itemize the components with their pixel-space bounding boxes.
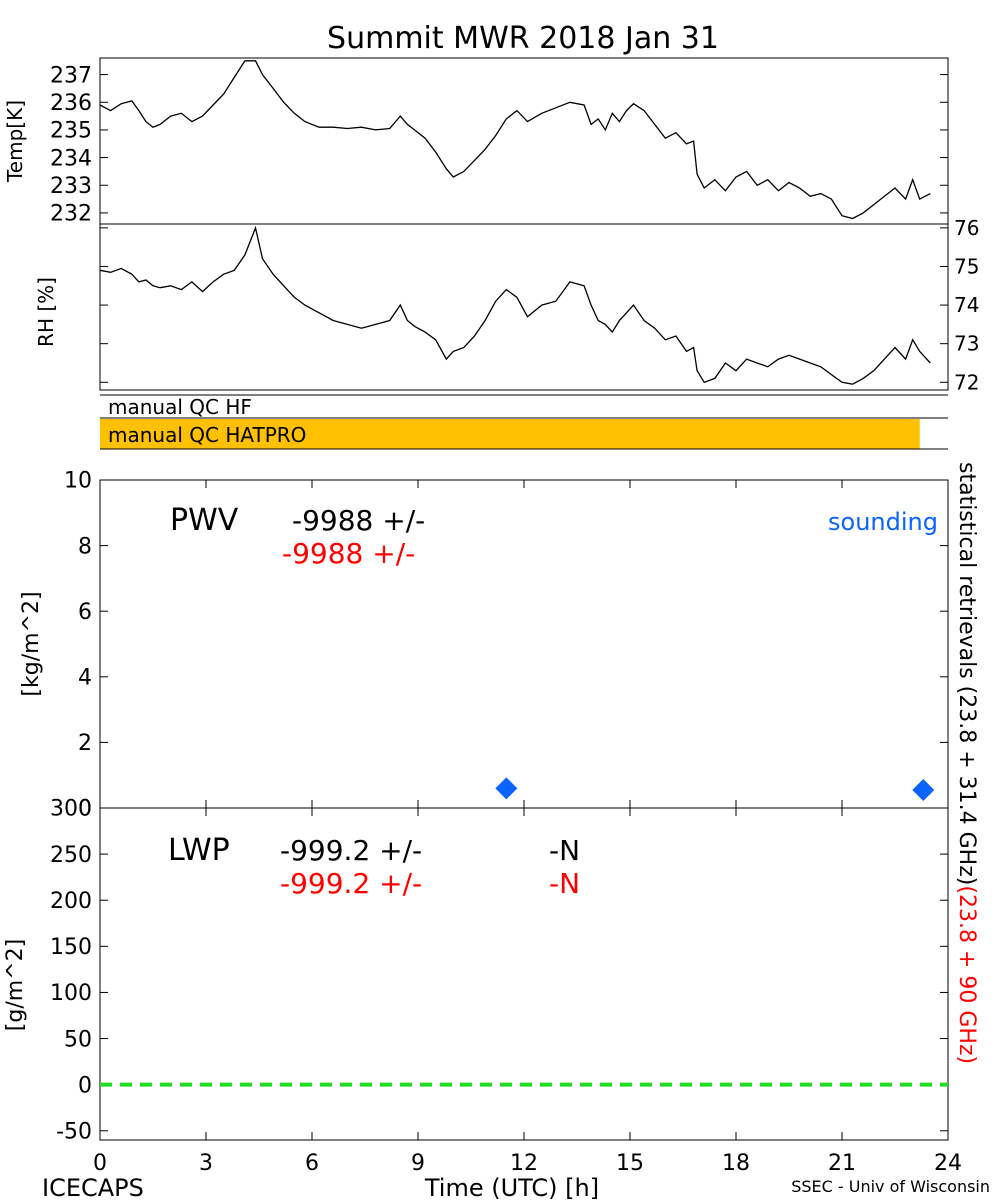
rh-y-ticks: 72 73 74 75 76 xyxy=(100,216,979,394)
y-tick-label: 74 xyxy=(954,293,979,317)
y-tick-label: 235 xyxy=(50,119,92,144)
y-tick-label: 76 xyxy=(954,216,979,240)
x-tick-label: 0 xyxy=(93,1151,107,1176)
y-tick-label: 237 xyxy=(50,63,92,88)
y-tick-label: 75 xyxy=(954,254,979,278)
y-tick-label: 0 xyxy=(78,1073,92,1098)
rh-series-line xyxy=(99,225,931,385)
y-tick-label: 72 xyxy=(954,370,979,394)
sounding-legend-label: sounding xyxy=(828,508,938,536)
qc-hatpro-bar xyxy=(100,419,920,449)
temperature-axis-label: Temp[K] xyxy=(3,100,27,183)
y-tick-label: 250 xyxy=(50,843,92,868)
y-tick-label: 233 xyxy=(50,174,92,199)
y-tick-label: 100 xyxy=(50,981,92,1006)
x-tick-label: 18 xyxy=(722,1151,750,1176)
y-tick-label: 0 xyxy=(78,797,92,822)
figure-title: Summit MWR 2018 Jan 31 xyxy=(327,21,719,56)
stat-retrievals-label: statistical retrievals (23.8 + 31.4 GHz) xyxy=(954,462,979,885)
lwp-phys-value: -999.2 +/- xyxy=(280,867,422,900)
right-stat-label: statistical retrievals (23.8 + 31.4 GHz)… xyxy=(954,462,979,1064)
rh-frame xyxy=(99,223,949,391)
y-tick-label: -50 xyxy=(56,1119,92,1144)
rh-axis-label: RH [%] xyxy=(34,277,58,347)
x-tick-label: 12 xyxy=(510,1151,538,1176)
y-tick-label: 200 xyxy=(50,889,92,914)
pwv-stat-value: -9988 +/- xyxy=(292,504,425,537)
y-tick-label: 300 xyxy=(50,797,92,822)
x-tick-label: 24 xyxy=(934,1151,962,1176)
qc-hatpro-label: manual QC HATPRO xyxy=(108,423,306,447)
y-tick-label: 234 xyxy=(50,146,92,171)
x-tick-label: 15 xyxy=(616,1151,644,1176)
y-tick-label: 73 xyxy=(954,332,979,356)
x-tick-labels: 0 3 6 9 12 15 18 21 24 xyxy=(93,1151,962,1176)
lwp-y-ticks: -50 0 50 100 150 200 250 300 xyxy=(50,797,948,1144)
lwp-stat-n: -N xyxy=(549,834,580,867)
y-tick-label: 6 xyxy=(78,600,92,625)
y-tick-label: 150 xyxy=(50,935,92,960)
x-tick-label: 3 xyxy=(199,1151,213,1176)
qc-bars: manual QC HF manual QC HATPRO xyxy=(100,394,948,450)
sounding-point xyxy=(912,778,935,801)
x-tick-label: 21 xyxy=(828,1151,856,1176)
footer-icecaps: ICECAPS xyxy=(42,1174,144,1200)
pwv-phys-value: -9988 +/- xyxy=(282,537,415,570)
y-tick-label: 236 xyxy=(50,91,92,116)
lwp-stat-value: -999.2 +/- xyxy=(280,834,422,867)
temperature-series-line xyxy=(99,60,931,220)
lwp-label: LWP xyxy=(168,833,230,868)
pwv-x-ticks xyxy=(99,480,949,808)
y-tick-label: 4 xyxy=(78,666,92,691)
pwv-axis-label: [kg/m^2] xyxy=(19,591,44,696)
rh-panel: 72 73 74 75 76 RH [%] xyxy=(34,216,979,394)
qc-hf-label: manual QC HF xyxy=(108,395,252,419)
y-tick-label: 8 xyxy=(78,534,92,559)
x-axis-label: Time (UTC) [h] xyxy=(424,1174,599,1200)
pwv-label: PWV xyxy=(170,503,239,538)
x-tick-label: 6 xyxy=(305,1151,319,1176)
lwp-x-ticks xyxy=(99,808,949,1140)
footer-credit: SSEC - Univ of Wisconsin xyxy=(791,1177,990,1196)
lwp-phys-n: -N xyxy=(549,867,580,900)
pwv-y-ticks: 0 2 4 6 8 10 xyxy=(64,469,948,822)
pwv-sounding-points xyxy=(495,777,935,801)
stat-retrievals-label-red: (23.8 + 90 GHz) xyxy=(954,885,979,1064)
temperature-frame xyxy=(99,57,949,225)
x-tick-label: 9 xyxy=(411,1151,425,1176)
sounding-point xyxy=(495,777,518,800)
y-tick-label: 232 xyxy=(50,202,92,227)
y-tick-label: 2 xyxy=(78,731,92,756)
y-tick-label: 10 xyxy=(64,469,92,494)
pwv-panel: 0 2 4 6 8 10 PWV -9988 +/- -9988 +/- sounding… xyxy=(19,469,949,822)
lwp-axis-label: [g/m^2] xyxy=(3,939,28,1031)
y-tick-label: 50 xyxy=(64,1027,92,1052)
